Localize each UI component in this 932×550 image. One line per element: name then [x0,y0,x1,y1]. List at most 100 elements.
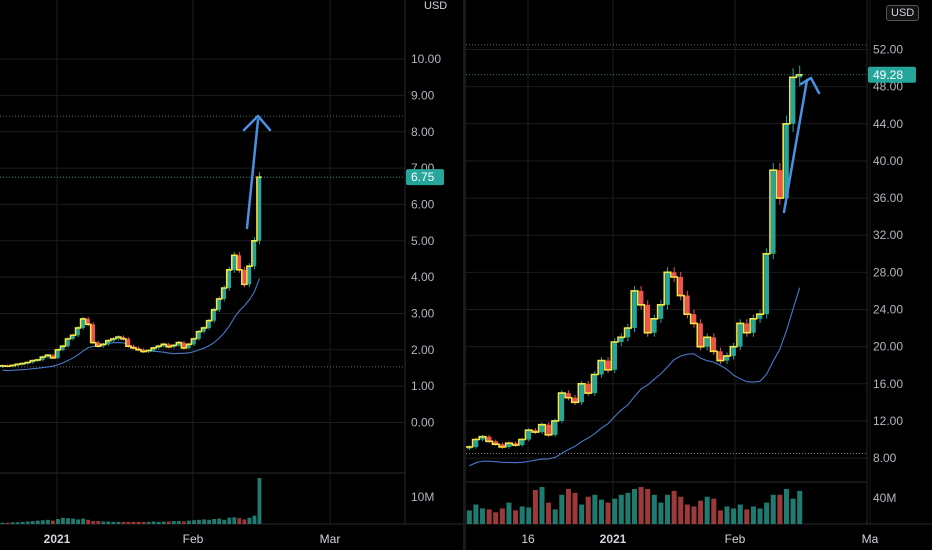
volume-bar [86,519,91,524]
volume-bar [5,522,10,524]
volume-bar [207,519,212,524]
volume-bar [546,502,552,524]
volume-bar [585,496,591,524]
volume-bar [202,519,206,524]
volume-bar [612,498,618,524]
close-step-line [0,176,262,367]
volume-bar [81,518,86,524]
volume-bar [764,502,770,524]
candle-body [506,443,512,447]
volume-bar [579,504,585,524]
volume-bar [126,521,131,524]
volume-bar [40,520,45,524]
candle-body [618,337,624,342]
volume-bar [45,519,50,524]
volume-bar [466,510,472,524]
volume-bar [71,518,75,524]
y-tick-label: 5.00 [411,234,435,248]
trend-arrow-shaft [245,118,260,230]
candle-body [784,123,789,199]
candle-body [66,338,70,347]
volume-bar [212,518,217,524]
volume-bar [665,494,671,524]
last-price-tag-bg [406,169,444,186]
volume-bar [598,499,604,524]
candle-body [500,444,505,447]
volume-bar [237,518,242,524]
trend-arrow-shaft [782,78,809,214]
candle-body [121,337,126,339]
y-tick-label: 36.00 [873,191,903,205]
last-price-tag: 49.28 [868,66,916,83]
volume-bar [473,504,479,524]
volume-bar [116,521,121,524]
volume-bar [222,519,227,524]
volume-bar [493,512,499,524]
candle-body [227,269,232,289]
volume-bar [698,500,704,524]
volume-bar [227,517,232,524]
last-price-tag: 6.75 [406,169,444,186]
volume-bar [790,498,796,524]
candle-body [91,324,95,343]
y-tick-label: 40.00 [873,154,903,168]
candle-body [480,436,485,440]
candle-body [585,383,591,394]
volume-bar [559,494,565,524]
volume-bar [176,521,181,524]
volume-bar [146,521,151,524]
candle-body [751,318,756,333]
candle-body [222,288,226,299]
volume-axis-label: 40M [873,491,896,505]
candle-body [136,347,141,350]
candle-body [116,337,121,339]
volume-bar [757,508,763,524]
candle-body [161,344,166,347]
candle-body [30,360,35,363]
candle-body [691,314,697,324]
candle-body [51,355,55,358]
left-chart[interactable]: 10.009.008.007.006.005.004.003.002.001.0… [0,0,463,550]
right-currency-button[interactable]: USD [886,5,920,21]
volume-bar [532,489,538,524]
volume-bar [777,494,783,524]
candle-body [111,338,116,341]
chart-background [0,0,463,550]
candle-body [46,355,50,358]
volume-bar [217,518,222,524]
right-chart[interactable]: 52.00 48.00 44.00 40.00 36.00 32.00 28.00 24.00… [466,0,932,550]
candle-body [81,318,85,328]
volume-bar [651,494,657,524]
y-tick-label: 0.00 [411,415,435,429]
candle-body [493,441,499,445]
candle-body [566,393,571,398]
candle-body [764,253,769,315]
candle-body [71,335,75,339]
trend-arrow-head [799,76,821,95]
panel-divider[interactable] [463,0,466,550]
y-tick-label: 32.00 [873,228,903,242]
volume-bar [76,519,81,524]
candle-body [56,349,60,358]
candle-body [625,328,631,338]
left-chart-panel[interactable]: 10.00 9.00 8.00 7.00 6.00 5.00 4.00 3.00 2.00 1.0… [0,0,463,550]
y-tick-label: 48.00 [873,80,903,94]
y-tick-label: 1.00 [411,379,435,393]
volume-bar [631,488,638,524]
volume-bar [61,517,65,524]
candle-body [252,240,257,267]
candle-body [101,344,106,347]
y-tick-label: 44.00 [873,117,903,131]
candle-body [632,290,637,329]
candle-body [645,304,651,333]
candle-body [197,331,201,339]
right-chart-panel[interactable]: 52.00 48.00 44.00 40.00 36.00 32.00 28.00 24.00… [466,0,932,550]
volume-bar [56,518,60,524]
candle-body [212,309,216,321]
candle-body [638,290,644,305]
volume-bar [181,521,186,524]
y-tick-label: 3.00 [411,306,435,320]
candle-body [526,430,532,440]
volume-bar [111,521,116,524]
candle-body [151,347,156,351]
